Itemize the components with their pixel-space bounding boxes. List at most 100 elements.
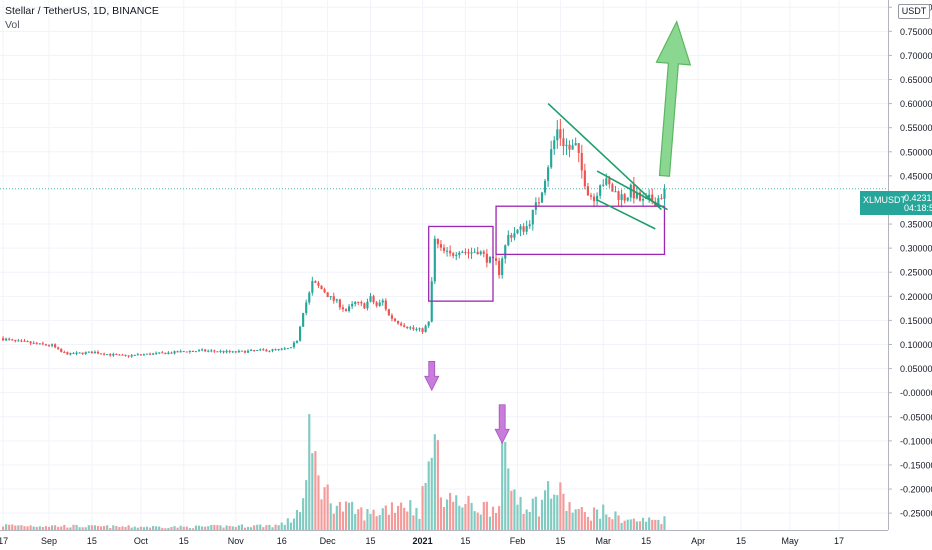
volume-bar: [363, 520, 366, 530]
candle-down: [580, 153, 583, 171]
candle-down: [384, 300, 387, 310]
candle-up: [167, 352, 170, 355]
candle-up: [271, 349, 274, 351]
volume-bar: [498, 506, 501, 530]
volume-bar: [72, 524, 75, 530]
candle-down: [403, 325, 406, 327]
volume-bar: [188, 528, 191, 530]
volume-bar: [305, 480, 308, 530]
volume-bar: [133, 526, 136, 530]
volume-bar: [240, 524, 243, 530]
price-axis-label: 0.05000: [900, 364, 932, 374]
candle-up: [256, 350, 259, 352]
candle-down: [90, 351, 93, 354]
volume-bar: [253, 525, 256, 530]
range-box: [428, 225, 494, 302]
volume-bar: [485, 501, 488, 530]
volume-bar: [329, 503, 332, 530]
candle-up: [614, 191, 617, 193]
volume-bar: [381, 508, 384, 530]
candle-down: [118, 354, 121, 356]
volume-bar: [41, 527, 44, 530]
price-axis-label: 0.65000: [900, 75, 932, 85]
volume-bar: [262, 527, 265, 530]
candle-down: [344, 309, 348, 311]
candle-down: [204, 349, 207, 352]
volume-bar: [286, 518, 289, 530]
last-price-label: XLMUSDT 0.42313 04:18:53: [860, 191, 932, 215]
volume-bar: [400, 502, 403, 530]
candle-down: [182, 351, 185, 353]
price-axis-label: 0.60000: [900, 99, 932, 109]
price-axis-label: 0.10000: [900, 340, 932, 350]
volume-bar: [118, 526, 121, 530]
volume-bar: [164, 528, 167, 530]
candle-up: [605, 178, 608, 185]
candle-down: [314, 281, 317, 283]
volume-bar: [599, 518, 602, 530]
volume-bar: [176, 527, 179, 530]
candle-up: [378, 302, 381, 306]
volume-bar: [507, 468, 510, 530]
volume-bar: [124, 526, 127, 530]
volume-bar: [47, 526, 51, 530]
volume-bar: [323, 487, 326, 530]
candle-up: [663, 188, 666, 199]
volume-bar: [35, 526, 38, 530]
candle-down: [485, 253, 488, 263]
candle-up: [93, 351, 96, 354]
candle-down: [421, 328, 424, 333]
volume-bar: [308, 414, 311, 530]
volume-bar: [574, 509, 577, 530]
time-axis-label: 15: [641, 536, 651, 546]
currency-unit-button[interactable]: USDT: [898, 4, 930, 19]
volume-bar: [8, 524, 11, 530]
candle-up: [280, 348, 283, 350]
candle-down: [494, 258, 498, 261]
candle-down: [375, 302, 378, 306]
symbol-title[interactable]: Stellar / TetherUS, 1D, BINANCE: [5, 5, 159, 17]
volume-bar: [75, 524, 78, 530]
candle-down: [253, 349, 256, 351]
candle-down: [400, 323, 403, 326]
candle-up: [194, 351, 198, 353]
volume-bar: [302, 498, 305, 530]
time-axis-label: 17: [0, 536, 8, 546]
candle-up: [455, 255, 458, 257]
candle-up: [550, 149, 553, 168]
time-axis-label: Apr: [691, 536, 705, 546]
volume-bar: [191, 528, 194, 530]
volume-bar: [96, 526, 100, 530]
price-candles: [1, 119, 666, 358]
last-price-ticker: XLMUSDT: [863, 195, 907, 205]
volume-bar: [439, 497, 443, 530]
volume-bar: [592, 507, 596, 530]
volume-bar: [93, 525, 96, 530]
volume-bar: [161, 527, 164, 530]
candle-down: [96, 351, 100, 354]
volume-bar: [445, 499, 449, 530]
volume-bar: [320, 499, 323, 530]
volume-bar: [225, 525, 228, 530]
candle-up: [519, 226, 522, 230]
trendline: [547, 103, 662, 211]
time-axis-label: May: [782, 536, 800, 546]
volume-bar: [219, 525, 222, 530]
volume-bar: [332, 513, 335, 530]
candle-down: [57, 347, 60, 349]
volume-bar: [182, 526, 185, 530]
volume-bar: [243, 527, 247, 530]
volume-bar: [280, 522, 283, 530]
candle-up: [547, 167, 550, 181]
candle-up: [179, 351, 182, 353]
volume-bar: [396, 505, 400, 530]
volume-bar: [427, 461, 430, 530]
volume-bar: [155, 526, 158, 530]
candle-up: [599, 185, 602, 196]
volume-bar: [277, 525, 280, 530]
volume-bar: [326, 484, 329, 530]
volume-bar: [626, 519, 629, 530]
volume-legend[interactable]: Vol: [5, 19, 20, 31]
volume-bar: [121, 526, 124, 530]
